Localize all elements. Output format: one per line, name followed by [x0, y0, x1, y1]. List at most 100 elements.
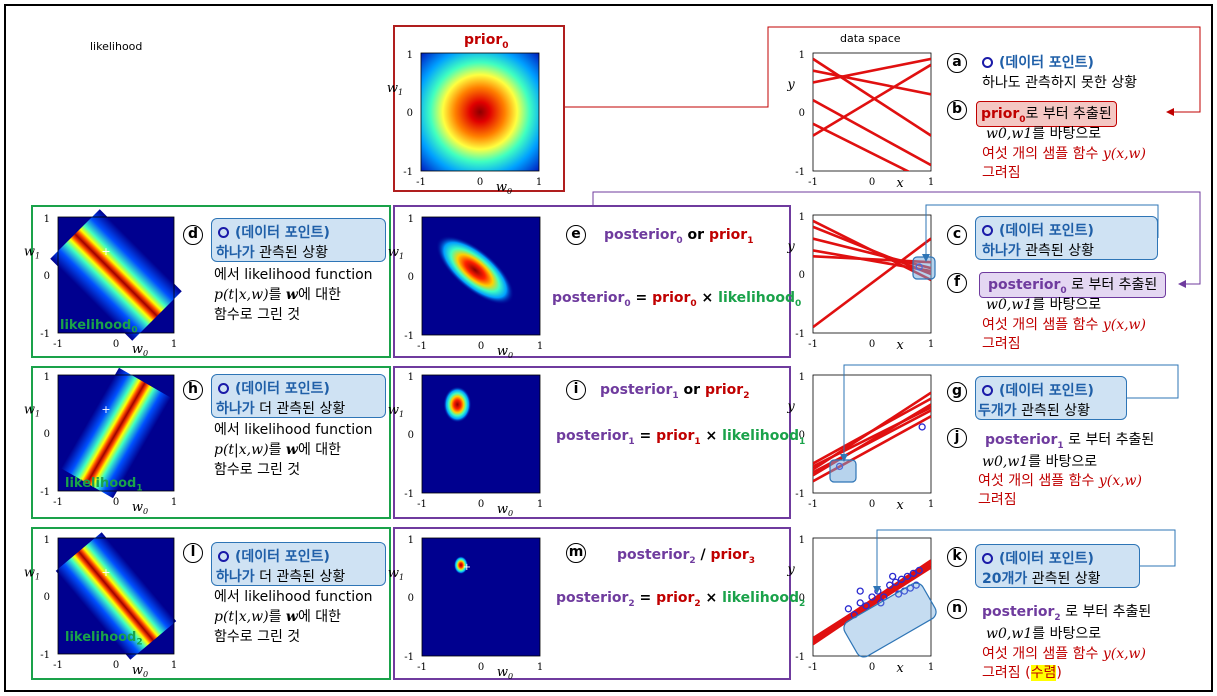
ds0-ytick-1: 1: [799, 50, 805, 61]
likelihood1-box: [31, 366, 391, 519]
lik0-plot-ytick-1: 1: [44, 214, 50, 225]
lik0-plot-ytick-0: 0: [44, 271, 50, 282]
l-lik1: 에서 likelihood function: [214, 589, 373, 605]
post1-plot-ylabel: w1: [388, 403, 404, 419]
i-equation: posterior1 = prior1 × likelihood1: [556, 428, 806, 447]
ds3-point-13: [912, 581, 920, 589]
j-drawn: 그려짐: [978, 492, 1017, 508]
lik2-plot-ytick-m1: -1: [40, 650, 50, 661]
arrow-post0-to-f: [592, 191, 1201, 285]
b-samples: 여섯 개의 샘플 함수 y(x,w): [982, 146, 1147, 162]
ds3-point-8: [891, 578, 900, 586]
ds3-ytick-0: 0: [799, 593, 805, 604]
prior0-title: prior0: [464, 32, 509, 51]
likelihood1-label: likelihood1: [65, 476, 143, 494]
prior0-heat: [421, 53, 539, 171]
post1-blob: [443, 386, 472, 423]
arrow-g-head: [840, 454, 848, 462]
c-callout: [975, 216, 1158, 260]
lik2-plot-ytick-1: 1: [44, 535, 50, 546]
post0-plot-xtick-1: 1: [537, 341, 543, 352]
d-title: (데이터 포인트): [218, 222, 330, 242]
ds3-point-4: [868, 593, 876, 601]
post1-plot-xtick-0: 0: [478, 499, 484, 510]
lik1-plot-ytick-m1: -1: [40, 487, 50, 498]
e-equation: posterior0 = prior0 × likelihood0: [552, 290, 802, 309]
l-lik2: p(t|x,w)를 w에 대한: [214, 609, 342, 625]
ds1-ylabel: y: [786, 239, 795, 254]
ds1-ytick-1: 1: [799, 212, 805, 223]
ds3-xtick-1: 1: [928, 662, 934, 673]
ds0-line-0: [813, 57, 931, 137]
ds0-xtick-1: 1: [928, 177, 934, 188]
ds3-point-14: [915, 566, 923, 575]
ds3-point-9: [897, 575, 906, 583]
ds0-xtick-0: 0: [869, 177, 875, 188]
d-lik1: 에서 likelihood function: [214, 267, 373, 283]
arrow-f-head: [1178, 280, 1186, 288]
ds2-xtick-0: 0: [869, 499, 875, 510]
ds1-line-4: [813, 255, 931, 264]
post1-plot-bg: [422, 375, 540, 493]
ds3-point-3: [862, 602, 870, 610]
lik1-plot-axes-box: [57, 374, 175, 492]
ds3-highlight: [843, 582, 937, 658]
ds1-xtick-m1: -1: [808, 339, 818, 350]
h-lik1: 에서 likelihood function: [214, 422, 373, 438]
k-desc: 20개가 관측된 상황: [982, 571, 1101, 587]
prior0-plot-xlabel: w0: [496, 180, 512, 196]
arrow-b-head: [1166, 108, 1174, 116]
clip-lik0-cross: +: [101, 245, 110, 258]
prior0-plot-ylabel: w1: [387, 81, 403, 97]
letter-c: c: [947, 225, 967, 245]
letter-h: h: [183, 380, 203, 400]
ds3-point-2: [844, 605, 853, 613]
ds1-line-1: [813, 237, 931, 270]
post0-plot-ytick-1: 1: [408, 214, 414, 225]
ds1-line-5: [813, 237, 931, 329]
ds3-point-12: [909, 569, 917, 578]
l-desc: 하나가 더 관측된 상황: [216, 569, 346, 585]
letter-m: m: [566, 543, 586, 563]
clip-lik1-band: [36, 353, 196, 513]
ds0-ytick-m1: -1: [795, 167, 805, 178]
ds1-line-2: [813, 225, 931, 276]
post1-plot-axes-box: [421, 374, 541, 494]
lik0-plot-xtick-m1: -1: [53, 339, 63, 350]
post2-plot-ytick-m1: -1: [404, 652, 414, 663]
ds2-point-1: [918, 423, 926, 431]
k-title: (데이터 포인트): [982, 548, 1094, 568]
ds3-ytick-1: 1: [799, 535, 805, 546]
likelihood0-label: likelihood0: [60, 318, 138, 336]
e-title: posterior0 or prior1: [604, 227, 754, 246]
ds0-line-3: [813, 122, 911, 171]
post0-plot-ylabel: w1: [388, 245, 404, 261]
j-head: posterior1 로 부터 추출된: [985, 432, 1155, 451]
likelihood0-box: [31, 205, 391, 358]
letter-f: f: [947, 273, 967, 293]
ds0-line-1: [813, 57, 931, 84]
arrow-c-to-ds1: [925, 204, 1159, 258]
post2-plot-ylabel: w1: [388, 566, 404, 582]
ds3-xlabel: x: [896, 661, 904, 676]
ds3-point-1: [856, 587, 864, 595]
ds3-point-19: [889, 572, 897, 580]
ds3-point-0: [856, 599, 864, 607]
lik2-plot-ytick-0: 0: [44, 592, 50, 603]
ds2-ytick-m1: -1: [795, 489, 805, 500]
post1-plot-ytick-1: 1: [408, 372, 414, 383]
ds2-xlabel: x: [896, 498, 904, 513]
posterior1-box: [393, 366, 791, 519]
prior0-plot-xtick-m1: -1: [416, 177, 426, 188]
b-head: prior0로 부터 추출된: [976, 101, 1117, 127]
ds3-point-16: [877, 599, 885, 607]
n-basis: w0,w1를 바탕으로: [986, 626, 1102, 642]
a-title: (데이터 포인트): [982, 52, 1094, 72]
letter-d: d: [183, 225, 203, 245]
post2-plot-xtick-1: 1: [537, 662, 543, 673]
post1-plot-xtick-1: 1: [537, 499, 543, 510]
letter-a: a: [947, 53, 967, 73]
ds1-highlight: [912, 256, 936, 280]
ds3-line-4: [813, 566, 931, 645]
arrow-c-head: [922, 254, 930, 262]
